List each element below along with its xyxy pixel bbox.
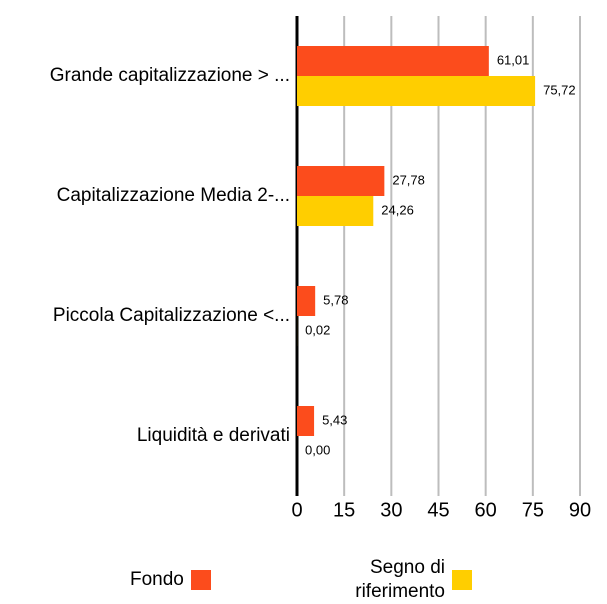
legend-item: Fondo: [130, 568, 211, 592]
y-tick-label: Grande capitalizzazione > ...: [50, 65, 290, 86]
legend-label: Fondo: [130, 568, 184, 592]
chart: 0 15 30 45 60 75 90 Grande capitalizzazione > .…: [0, 0, 607, 550]
x-tick-label: 30: [380, 499, 402, 521]
value-label: 24,26: [381, 202, 414, 217]
legend-item: Segno di riferimento: [330, 556, 472, 604]
x-tick-label: 75: [522, 499, 544, 521]
x-tick-label: 0: [291, 499, 302, 521]
legend-label: Segno di riferimento: [330, 556, 445, 604]
legend: Fondo Segno di riferimento: [0, 556, 607, 603]
y-tick-label: Liquidità e derivati: [137, 425, 290, 446]
y-tick-label: Piccola Capitalizzazione <...: [53, 305, 290, 326]
x-tick-label: 15: [333, 499, 355, 521]
bar: [297, 196, 373, 226]
bar: [297, 406, 314, 436]
x-tick-label: 60: [475, 499, 497, 521]
value-label: 75,72: [543, 82, 576, 97]
legend-swatch: [191, 570, 211, 590]
value-label: 27,78: [392, 172, 425, 187]
value-label: 0,02: [305, 322, 330, 337]
bar: [297, 166, 384, 196]
x-tick-label: 45: [427, 499, 449, 521]
x-tick-label: 90: [569, 499, 591, 521]
bar: [297, 46, 489, 76]
y-tick-label: Capitalizzazione Media 2-...: [57, 185, 290, 206]
bar: [297, 76, 535, 106]
value-label: 5,78: [323, 292, 348, 307]
legend-swatch: [452, 570, 472, 590]
value-label: 5,43: [322, 412, 347, 427]
bar: [297, 286, 315, 316]
value-label: 0,00: [305, 442, 330, 457]
value-label: 61,01: [497, 52, 530, 67]
